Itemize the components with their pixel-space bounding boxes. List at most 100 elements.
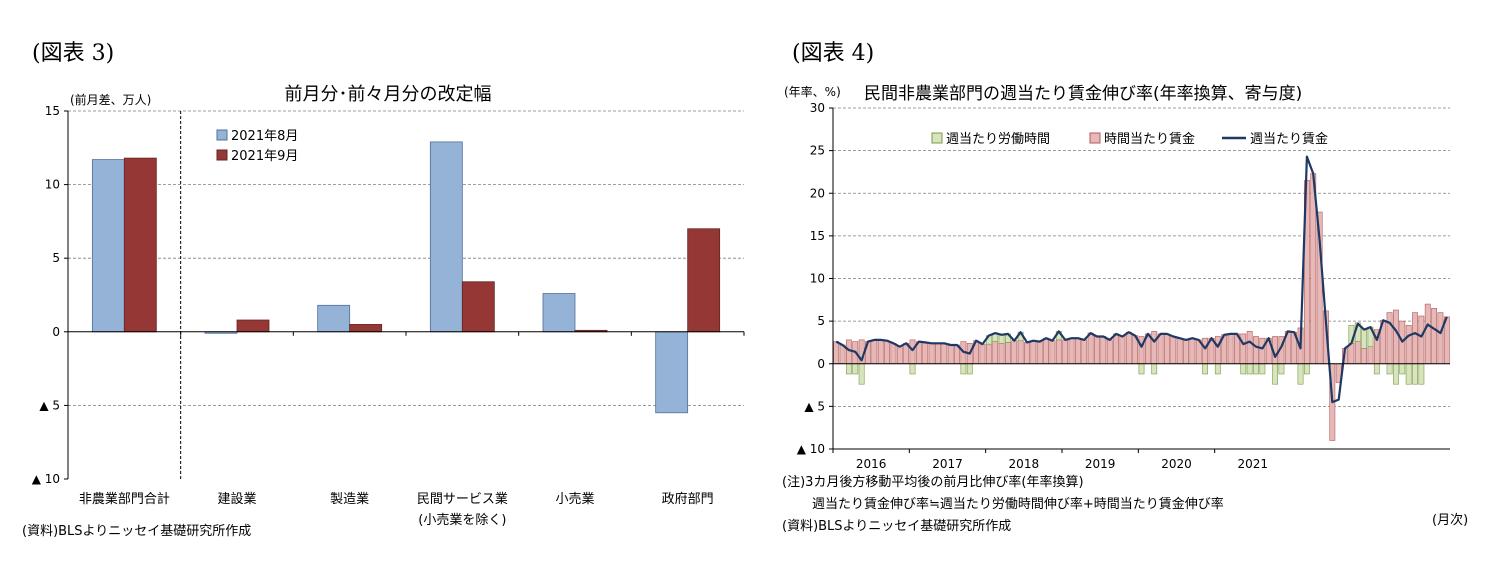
legend: 週当たり労働時間 時間当たり賃金 週当たり賃金	[918, 127, 1350, 149]
axes	[64, 110, 745, 480]
y-tick-label: 0	[817, 357, 825, 371]
y-tick-label: 5	[817, 314, 825, 328]
bar-hourly-wage	[1240, 333, 1247, 365]
bar-sep	[123, 157, 157, 333]
bar-hours	[1399, 363, 1406, 375]
chart-3: (図表 3) 前月分･前々月分の改定幅 (前月差、万人) 15 10 5 0 ▲ 5 ▲ …	[22, 41, 745, 539]
bar-hours	[1272, 363, 1278, 385]
x-tick-label: 2016	[856, 457, 887, 471]
bar-hourly-wage	[1074, 337, 1081, 365]
x-tick-label: 民間サービス業	[417, 491, 508, 507]
x-tick-label: 小売業	[555, 491, 594, 507]
x-tick-label: 政府部門	[662, 492, 714, 507]
x-tick-labels: 2016 2017 2018 2019 2020 2021	[856, 457, 1268, 471]
bar-sep	[349, 324, 383, 333]
y-tick-label: 0	[52, 325, 60, 339]
y-tick-labels: 30 25 20 15 10 5 0 ▲ 5 ▲ 10	[797, 101, 825, 456]
y-tick-label: 10	[810, 272, 825, 286]
bar-hours	[1278, 363, 1285, 375]
legend-label-hours: 週当たり労働時間	[946, 132, 1050, 147]
bar-hourly-wage	[941, 342, 948, 365]
bar-hourly-wage	[1164, 333, 1170, 365]
bar-hourly-wage	[947, 344, 954, 365]
bar-hours	[1138, 363, 1145, 375]
bars	[91, 141, 721, 414]
bar-hourly-wage	[877, 339, 884, 365]
y-tick-label: ▲ 10	[797, 442, 825, 456]
y-tick-label: 5	[52, 251, 60, 265]
bar-hours	[1412, 363, 1418, 385]
figure-label: (図表 3)	[32, 41, 114, 66]
bar-sep	[687, 228, 721, 333]
y-axis-label: (前月差、万人)	[70, 92, 151, 107]
chart-title: 民間非農業部門の週当たり賃金伸び率(年率換算、寄与度)	[864, 84, 1302, 104]
bar-hourly-wage	[1418, 315, 1425, 365]
bar-hourly-wage	[1431, 308, 1438, 365]
line-series	[835, 155, 1448, 404]
bar-hourly-wage	[1348, 342, 1355, 365]
bar-hourly-wage	[890, 342, 897, 365]
bar-hours	[852, 363, 859, 375]
legend-swatch-aug	[216, 129, 228, 141]
y-tick-label: 10	[45, 178, 60, 192]
bar-hourly-wage	[998, 342, 1005, 365]
bar-hours	[960, 363, 967, 375]
bar-hourly-wage	[1354, 341, 1361, 365]
legend-swatch-sep	[216, 149, 228, 161]
bar-aug	[429, 141, 463, 333]
bar-aug	[91, 159, 125, 333]
y-tick-label: ▲ 5	[39, 398, 60, 412]
bar-hours	[909, 363, 916, 375]
legend-swatch-hourly-wage	[1089, 132, 1101, 144]
bar-sep	[461, 281, 495, 333]
bar-hourly-wage	[896, 346, 903, 365]
bar-hourly-wage	[1011, 340, 1018, 365]
bar-hourly-wage	[1106, 339, 1113, 365]
bar-aug	[655, 331, 689, 414]
bar-hourly-wage	[1176, 337, 1183, 365]
x-tick-label: 建設業	[217, 491, 256, 507]
y-tick-label: ▲ 10	[32, 472, 60, 486]
bar-hourly-wage	[979, 343, 986, 365]
bar-hours	[1202, 363, 1209, 375]
bar-hourly-wage	[1183, 339, 1189, 365]
bar-hourly-wage	[985, 343, 992, 365]
bar-hourly-wage	[884, 340, 890, 365]
bar-hours	[1303, 363, 1310, 375]
bar-hourly-wage	[1055, 339, 1062, 365]
x-axis-unit: (月次)	[1432, 512, 1468, 528]
bar-hours	[1361, 328, 1368, 349]
y-tick-labels: 15 10 5 0 ▲ 5 ▲ 10	[32, 104, 60, 486]
bar-hours	[1253, 363, 1259, 375]
source-note: (資料)BLSよりニッセイ基礎研究所作成	[782, 519, 1011, 534]
bar-hours	[1240, 363, 1247, 375]
x-tick-labels: 非農業部門合計 建設業 製造業 民間サービス業 (小売業を除く) 小売業 政府部門	[79, 491, 714, 528]
bar-hourly-wage	[1259, 337, 1266, 365]
bar-hourly-wage	[1068, 337, 1075, 365]
bars	[833, 173, 1450, 441]
bar-hours	[998, 334, 1005, 344]
bar-hours	[966, 363, 973, 375]
x-tick-label: 非農業部門合計	[79, 491, 170, 507]
bar-hourly-wage	[1367, 346, 1374, 365]
x-tick-label: 2017	[932, 457, 963, 471]
grid	[68, 110, 744, 406]
grid	[833, 107, 1450, 407]
bar-hourly-wage	[1157, 333, 1164, 365]
y-axis-label: (年率、%)	[784, 84, 841, 99]
x-tick-sublabel: (小売業を除く)	[418, 512, 506, 528]
source-note: (資料)BLSよりニッセイ基礎研究所作成	[22, 524, 251, 539]
bar-hours	[1214, 363, 1221, 375]
bar-hourly-wage	[1386, 312, 1393, 365]
bar-hourly-wage	[1361, 348, 1368, 365]
bar-hours	[1373, 363, 1380, 375]
legend-label-weekly-wage: 週当たり賃金	[1250, 131, 1328, 147]
weekly-wage-line	[835, 155, 1448, 404]
x-tick-label: 2021	[1238, 457, 1269, 471]
bar-hourly-wage	[1214, 336, 1221, 365]
legend-swatch-hours	[931, 132, 943, 144]
bar-hourly-wage	[1043, 337, 1049, 365]
bar-hours	[1259, 363, 1266, 375]
legend-box	[918, 127, 1350, 149]
